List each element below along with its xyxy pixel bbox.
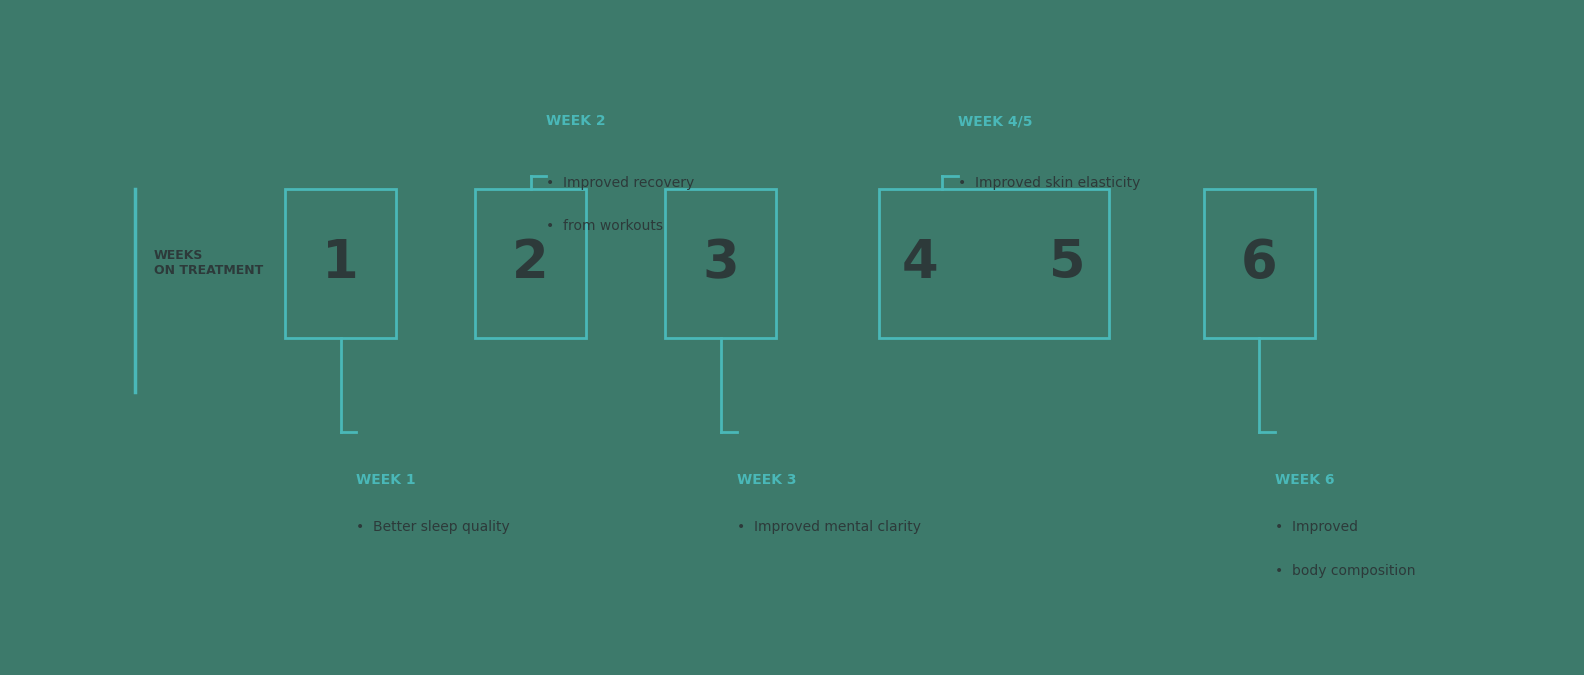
Text: •  Better sleep quality: • Better sleep quality: [356, 520, 510, 534]
Text: •  Improved skin elasticity: • Improved skin elasticity: [958, 176, 1140, 190]
Text: •  Improved mental clarity: • Improved mental clarity: [737, 520, 920, 534]
Text: •  body composition: • body composition: [1275, 564, 1416, 578]
Text: 6: 6: [1240, 237, 1278, 290]
Text: WEEKS
ON TREATMENT: WEEKS ON TREATMENT: [154, 249, 263, 277]
Text: •  Improved: • Improved: [1275, 520, 1357, 534]
Text: 4      5: 4 5: [903, 237, 1085, 290]
Text: 2: 2: [512, 237, 550, 290]
Text: WEEK 2: WEEK 2: [546, 114, 607, 128]
Text: •  Improved recovery: • Improved recovery: [546, 176, 695, 190]
Text: WEEK 4/5: WEEK 4/5: [958, 114, 1033, 128]
Text: 1: 1: [322, 237, 360, 290]
Text: WEEK 3: WEEK 3: [737, 472, 797, 487]
Text: WEEK 1: WEEK 1: [356, 472, 417, 487]
Text: 3: 3: [702, 237, 740, 290]
Text: WEEK 6: WEEK 6: [1275, 472, 1335, 487]
Text: •  from workouts: • from workouts: [546, 219, 664, 234]
